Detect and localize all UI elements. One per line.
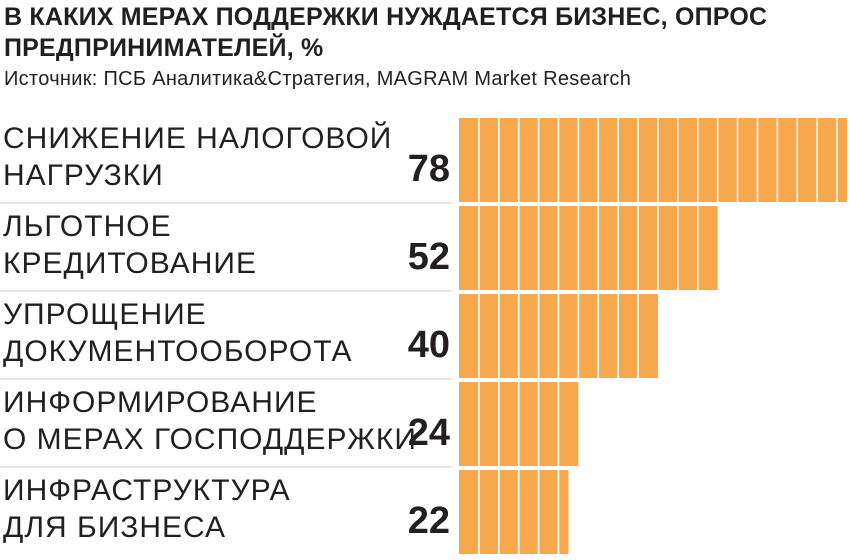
value-label: 24: [408, 412, 450, 454]
bar: [459, 206, 718, 290]
category-label: СНИЖЕНИЕ НАЛОГОВОЙ: [3, 121, 392, 155]
bar-row: ЛЬГОТНОЕ КРЕДИТОВАНИЕ 52: [0, 206, 718, 292]
chart-source: Источник: ПСБ Аналитика&Стратегия, MAGRA…: [4, 68, 632, 90]
bar: [459, 118, 847, 202]
category-label: КРЕДИТОВАНИЕ: [3, 247, 257, 280]
value-label: 52: [408, 236, 450, 278]
value-label: 78: [408, 148, 450, 190]
category-label: НАГРУЗКИ: [3, 159, 164, 192]
bar-row: СНИЖЕНИЕ НАЛОГОВОЙ НАГРУЗКИ 78: [0, 118, 847, 204]
value-label: 40: [408, 324, 450, 366]
category-label: ЛЬГОТНОЕ: [3, 210, 172, 243]
category-label: ИНФОРМИРОВАНИЕ: [3, 386, 318, 419]
category-label: ДОКУМЕНТООБОРОТА: [3, 335, 353, 368]
bar-row: УПРОЩЕНИЕ ДОКУМЕНТООБОРОТА 40: [0, 294, 658, 380]
bar-row: ИНФРАСТРУКТУРА ДЛЯ БИЗНЕСА 22: [3, 470, 569, 554]
chart-title: В КАКИХ МЕРАХ ПОДДЕРЖКИ НУЖДАЕТСЯ БИЗНЕС…: [4, 3, 768, 62]
value-label: 22: [408, 500, 450, 542]
category-label: УПРОЩЕНИЕ: [3, 298, 207, 331]
bar: [459, 470, 569, 554]
category-label: ДЛЯ БИЗНЕСА: [3, 511, 226, 544]
category-label: ИНФРАСТРУКТУРА: [3, 474, 291, 507]
category-label: О МЕРАХ ГОСПОДДЕРЖКИ: [3, 423, 417, 456]
